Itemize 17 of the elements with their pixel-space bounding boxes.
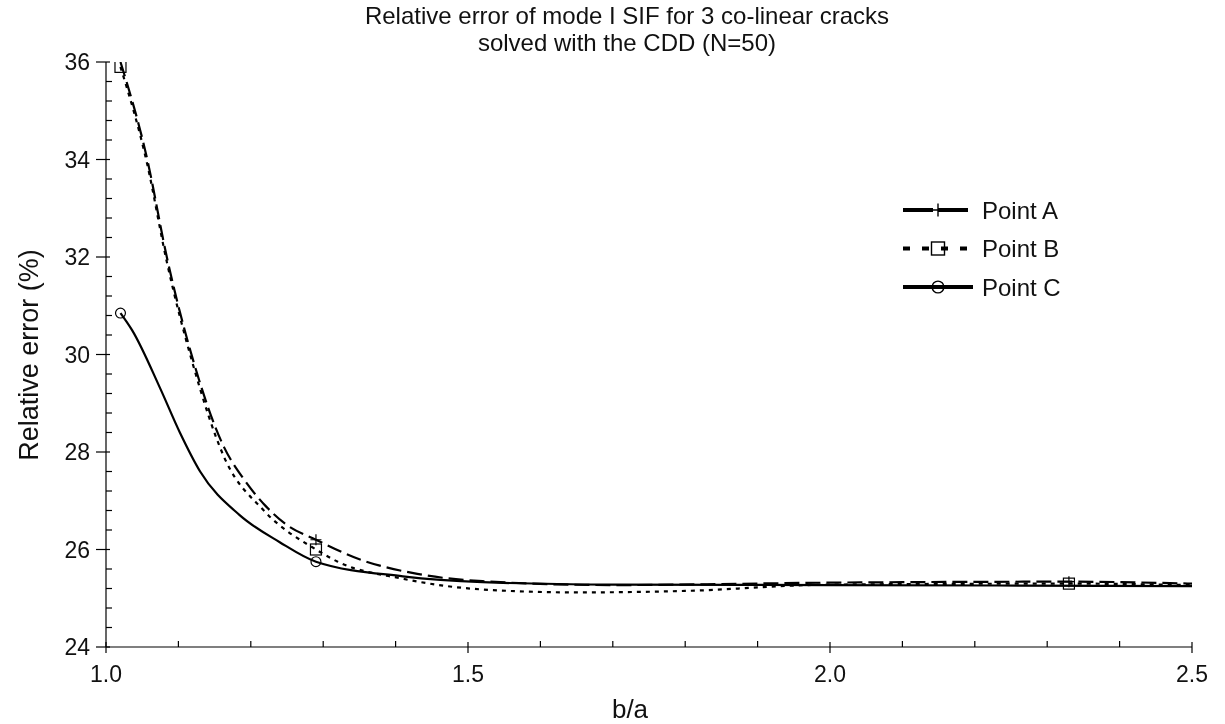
chart-title: Relative error of mode I SIF for 3 co-linear cracks solved with the CDD (N=50) xyxy=(363,2,891,56)
y-tick-label: 28 xyxy=(64,439,90,465)
x-axis-title: b/a xyxy=(611,693,649,724)
legend-label: Point C xyxy=(982,273,1061,301)
y-tick-label: 32 xyxy=(64,244,90,270)
legend-label: Point B xyxy=(982,235,1060,262)
y-tick-label: 24 xyxy=(64,634,91,660)
y-tick-label: 34 xyxy=(64,146,91,173)
y-tick-label: 26 xyxy=(64,536,90,563)
x-tick-label: 1.0 xyxy=(90,661,122,687)
legend-label: Point A xyxy=(982,196,1059,224)
y-tick-label: 36 xyxy=(64,49,90,75)
y-axis-title: Relative error (%) xyxy=(13,248,45,461)
x-tick-label: 2.0 xyxy=(814,661,846,687)
x-tick-label: 1.5 xyxy=(452,661,484,687)
x-tick-label: 2.5 xyxy=(1176,661,1208,687)
y-tick-label: 30 xyxy=(64,341,90,368)
